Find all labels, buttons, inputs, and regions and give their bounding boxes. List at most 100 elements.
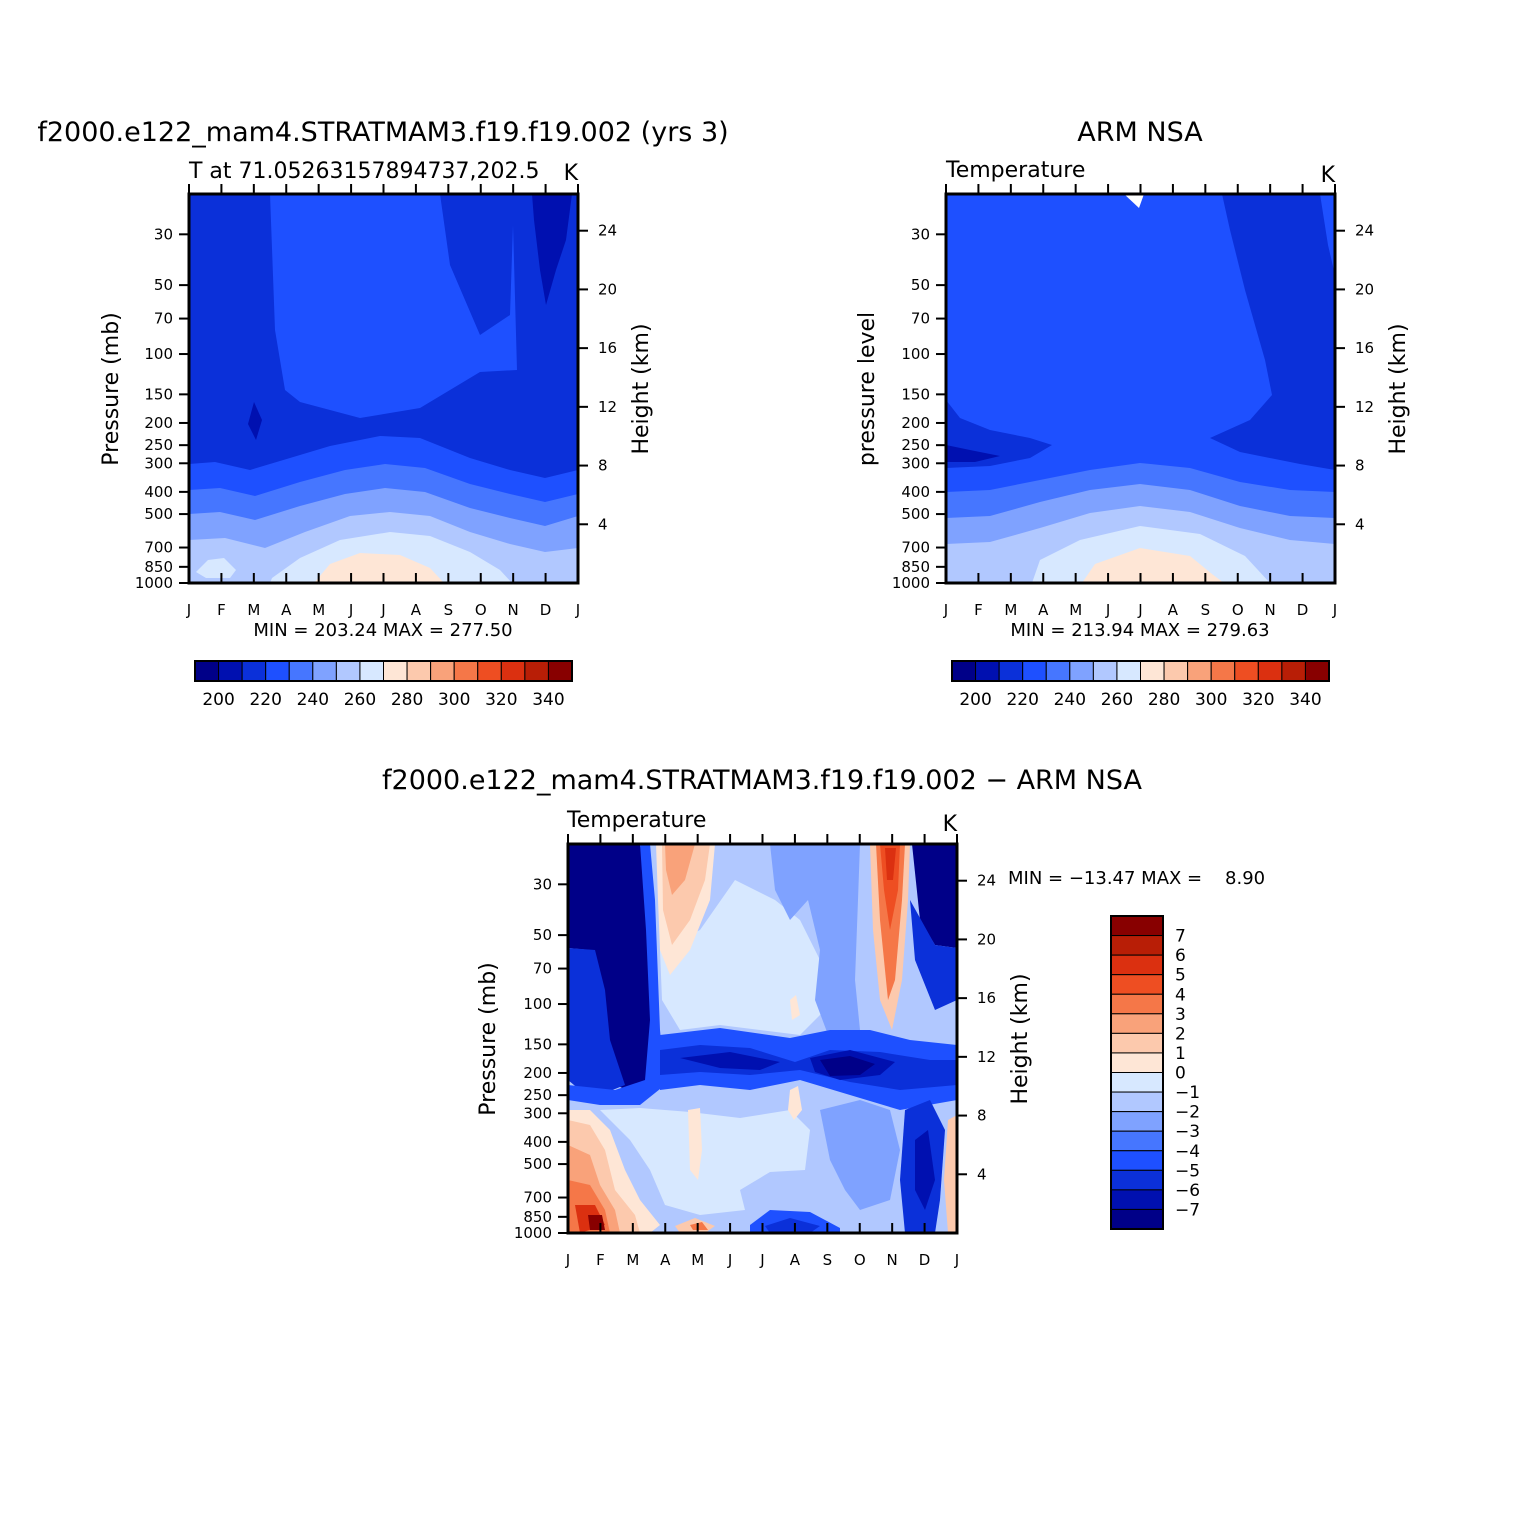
field-region-upper-warm-spot <box>790 995 800 1020</box>
field-region-right-cold <box>1210 194 1335 470</box>
colorbar-swatch <box>1257 660 1283 682</box>
colorbar-frame <box>194 660 573 682</box>
y-tick-label: 700 <box>523 1189 552 1207</box>
colorbar-swatch <box>1110 1072 1164 1093</box>
colorbar-label: −4 <box>1175 1142 1200 1162</box>
field-notch <box>1124 194 1144 208</box>
colorbar-frame <box>1110 915 1164 1230</box>
field-region-right-lower-core <box>915 1130 935 1210</box>
colorbar-label: 340 <box>1289 690 1321 710</box>
field-region-upper-warm <box>270 194 517 418</box>
y-tick-label: 850 <box>144 558 173 576</box>
x-tick-label: N <box>508 601 519 619</box>
y-tick-label: 100 <box>523 995 552 1013</box>
panel-obs-title: ARM NSA <box>1077 117 1203 148</box>
colorbar-swatch <box>500 660 526 682</box>
colorbar-swatch <box>998 660 1024 682</box>
y-tick-label-right: 16 <box>598 339 617 357</box>
field-region-bottom-warm-core <box>690 1222 708 1230</box>
panel-obs-ylabel: pressure level <box>855 312 880 466</box>
x-tick-label: F <box>596 1251 605 1269</box>
y-tick-label: 850 <box>523 1208 552 1226</box>
x-tick-label: O <box>854 1251 866 1269</box>
field-region-right-medium <box>820 1100 900 1210</box>
field-region-right-edge-warm <box>944 1115 957 1233</box>
x-tick-label: M <box>691 1251 704 1269</box>
colorbar-swatch <box>312 660 337 682</box>
x-tick-label: O <box>1232 601 1244 619</box>
panel-model-title: f2000.e122_mam4.STRATMAM3.f19.f19.002 (y… <box>37 117 728 148</box>
panel-diff-units: K <box>943 812 958 837</box>
field-region-upper-warmest <box>665 844 695 895</box>
x-tick-label: J <box>727 1251 732 1269</box>
y-tick-label: 200 <box>144 414 173 432</box>
x-tick-label: S <box>823 1251 833 1269</box>
y-tick-label: 850 <box>901 558 930 576</box>
colorbar-swatch <box>1069 660 1094 682</box>
colorbar-swatch <box>1110 935 1164 956</box>
x-tick-label: M <box>1004 601 1017 619</box>
x-tick-label: O <box>475 601 487 619</box>
colorbar-swatch <box>975 660 1000 682</box>
panel-model-colorbar: 200 220 240 260 280 300 320 340 <box>194 660 573 710</box>
y-tick-label: 500 <box>523 1155 552 1173</box>
colorbar-label: 280 <box>391 690 423 710</box>
x-tick-label: J <box>1137 601 1142 619</box>
y-tick-label: 70 <box>533 960 552 978</box>
colorbar-swatch <box>265 660 290 682</box>
field-region-right-cold-column <box>912 844 957 948</box>
y-tick-label-right: 20 <box>598 280 617 298</box>
x-tick-label: J <box>380 601 385 619</box>
colorbar-label: 320 <box>1242 690 1274 710</box>
y-tick-label: 70 <box>154 310 173 328</box>
colorbar-swatch <box>1110 1013 1164 1034</box>
colorbar-swatch <box>1110 1091 1164 1113</box>
colorbar-swatch <box>1234 660 1259 682</box>
field-region-warm-core <box>314 553 444 583</box>
colorbar-swatch <box>194 660 220 682</box>
colorbar-swatch <box>1110 915 1164 937</box>
colorbar-label: 260 <box>344 690 376 710</box>
colorbar-swatch <box>453 660 479 682</box>
y-tick-label-right: 4 <box>598 515 608 533</box>
y-tick-label: 1000 <box>514 1224 552 1242</box>
field-region-left-cold-deep <box>568 844 660 1095</box>
colorbar-swatch <box>241 660 267 682</box>
x-tick-label: J <box>1332 601 1337 619</box>
x-tick-label: A <box>411 601 422 619</box>
colorbar-label: 2 <box>1175 1024 1186 1044</box>
colorbar-swatch <box>1163 660 1189 682</box>
colorbar-swatch <box>1187 660 1212 682</box>
colorbar-swatch <box>406 660 432 682</box>
y-tick-label: 50 <box>533 926 552 944</box>
colorbar-swatch <box>1304 660 1330 682</box>
colorbar-label: −7 <box>1175 1200 1200 1220</box>
y-tick-label: 500 <box>144 505 173 523</box>
y-tick-label: 400 <box>901 483 930 501</box>
x-tick-label: D <box>919 1251 931 1269</box>
colorbar-swatch <box>1110 1150 1164 1171</box>
y-tick-label: 30 <box>533 875 552 893</box>
x-tick-label: J <box>565 1251 570 1269</box>
colorbar-swatch <box>335 660 361 682</box>
colorbar-swatch <box>1110 993 1164 1015</box>
colorbar-swatch <box>1281 660 1306 682</box>
field-region-lower-light <box>600 1108 810 1215</box>
panel-model-subtitle: T at 71.05263157894737,202.5 <box>188 159 539 184</box>
field-region-mid-core <box>820 1056 875 1076</box>
colorbar-label: 0 <box>1175 1064 1186 1084</box>
colorbar-label: 220 <box>1006 690 1038 710</box>
colorbar-swatch <box>1045 660 1071 682</box>
panel-diff-ylabel: Pressure (mb) <box>476 962 501 1116</box>
y-tick-label: 100 <box>901 345 930 363</box>
panel-obs-field <box>946 194 1335 583</box>
colorbar-swatch <box>1092 660 1118 682</box>
y-tick-label-right: 16 <box>1355 339 1374 357</box>
y-tick-label-right: 8 <box>1355 457 1365 475</box>
colorbar-label: 7 <box>1175 927 1186 947</box>
x-tick-label: J <box>954 1251 959 1269</box>
colorbar-label: −1 <box>1175 1083 1200 1103</box>
x-tick-label: F <box>974 601 983 619</box>
panel-diff-field <box>568 844 957 1233</box>
